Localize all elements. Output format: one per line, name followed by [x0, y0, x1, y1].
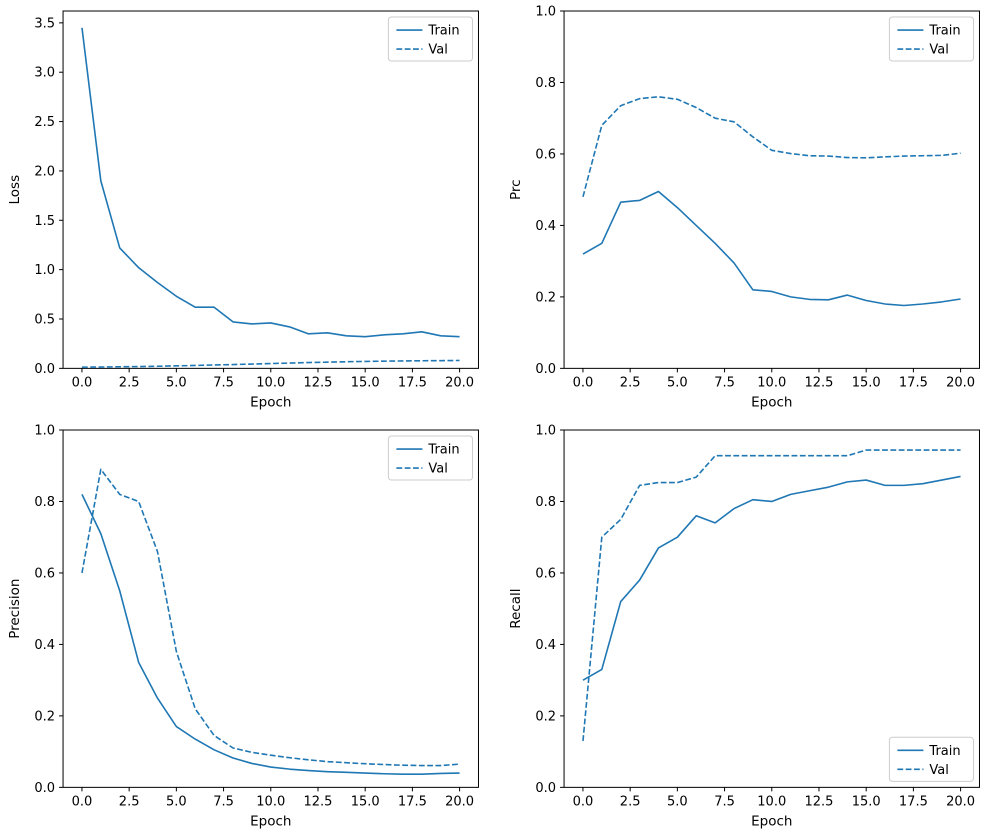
x-tick-label: 0.0 — [72, 795, 93, 810]
x-tick-label: 5.0 — [166, 795, 187, 810]
x-tick-label: 2.5 — [619, 795, 640, 810]
plot-background — [0, 419, 501, 838]
subplot-loss: 0.0 2.5 5.0 7.5 10.0 12.5 15.0 17.5 20.0 0.0 0.5 1.… — [0, 0, 501, 419]
x-tick-label: 0.0 — [572, 795, 593, 810]
x-tick-label: 20.0 — [946, 375, 975, 390]
plot-background — [0, 0, 501, 419]
legend-label-val: Val — [428, 43, 447, 58]
x-tick-label: 7.5 — [714, 375, 735, 390]
legend-label-train: Train — [427, 443, 459, 458]
x-tick-label: 20.0 — [445, 375, 474, 390]
precision-chart: 0.0 2.5 5.0 7.5 10.0 12.5 15.0 17.5 20.0 0.0 0.2 0.… — [0, 419, 501, 838]
x-tick-label: 15.0 — [851, 375, 880, 390]
y-axis-label: Prc — [508, 179, 524, 200]
x-tick-label: 7.5 — [714, 795, 735, 810]
x-tick-label: 20.0 — [946, 795, 975, 810]
y-tick-label: 0.4 — [535, 219, 556, 234]
y-tick-label: 0.0 — [535, 781, 556, 796]
legend-label-val: Val — [929, 763, 948, 778]
subplot-precision: 0.0 2.5 5.0 7.5 10.0 12.5 15.0 17.5 20.0 0.0 0.2 0.… — [0, 419, 501, 838]
y-tick-label: 0.6 — [535, 567, 556, 582]
y-tick-label: 0.2 — [535, 710, 556, 725]
y-tick-label: 2.5 — [34, 115, 55, 130]
legend-label-train: Train — [928, 24, 960, 39]
y-tick-label: 1.0 — [34, 424, 55, 439]
x-axis-label: Epoch — [250, 394, 291, 410]
x-tick-label: 15.0 — [851, 795, 880, 810]
y-tick-label: 0.8 — [34, 495, 55, 510]
y-tick-label: 0.4 — [535, 638, 556, 653]
y-tick-label: 1.0 — [34, 263, 55, 278]
x-tick-label: 17.5 — [898, 375, 927, 390]
x-tick-label: 17.5 — [398, 375, 427, 390]
y-tick-label: 0.2 — [34, 710, 55, 725]
x-tick-label: 2.5 — [619, 375, 640, 390]
legend-label-val: Val — [929, 43, 948, 58]
y-tick-label: 1.5 — [34, 214, 55, 229]
x-tick-label: 0.0 — [572, 375, 593, 390]
x-axis-label: Epoch — [250, 814, 291, 830]
x-tick-label: 10.0 — [256, 795, 285, 810]
x-tick-label: 0.0 — [72, 375, 93, 390]
y-axis-label: Precision — [7, 579, 23, 639]
y-tick-label: 0.2 — [535, 290, 556, 305]
y-tick-label: 0.4 — [34, 638, 55, 653]
x-tick-label: 12.5 — [804, 375, 833, 390]
y-tick-label: 0.0 — [535, 362, 556, 377]
y-tick-label: 0.0 — [34, 781, 55, 796]
x-tick-label: 5.0 — [667, 795, 688, 810]
x-tick-label: 5.0 — [667, 375, 688, 390]
y-tick-label: 2.0 — [34, 164, 55, 179]
y-tick-label: 0.6 — [535, 147, 556, 162]
plot-background — [501, 0, 1001, 419]
x-tick-label: 7.5 — [213, 375, 234, 390]
x-tick-label: 2.5 — [119, 375, 140, 390]
x-tick-label: 15.0 — [351, 795, 380, 810]
x-tick-label: 17.5 — [398, 795, 427, 810]
legend-label-val: Val — [428, 462, 447, 477]
x-tick-label: 7.5 — [213, 795, 234, 810]
y-tick-label: 0.5 — [34, 313, 55, 328]
x-tick-label: 15.0 — [351, 375, 380, 390]
x-axis-label: Epoch — [751, 814, 792, 830]
x-tick-label: 17.5 — [898, 795, 927, 810]
y-tick-label: 0.6 — [34, 567, 55, 582]
legend-label-train: Train — [928, 744, 960, 759]
legend-label-train: Train — [427, 24, 459, 39]
x-tick-label: 5.0 — [166, 375, 187, 390]
y-axis-label: Recall — [508, 589, 524, 629]
x-tick-label: 12.5 — [303, 375, 332, 390]
x-tick-label: 12.5 — [303, 795, 332, 810]
y-tick-label: 1.0 — [535, 5, 556, 20]
y-tick-label: 0.8 — [535, 76, 556, 91]
x-tick-label: 20.0 — [445, 795, 474, 810]
x-tick-label: 2.5 — [119, 795, 140, 810]
x-tick-label: 12.5 — [804, 795, 833, 810]
y-tick-label: 0.8 — [535, 495, 556, 510]
subplot-recall: 0.0 2.5 5.0 7.5 10.0 12.5 15.0 17.5 20.0 0.0 0.2 0.… — [501, 419, 1001, 838]
x-tick-label: 10.0 — [256, 375, 285, 390]
x-tick-label: 10.0 — [757, 375, 786, 390]
y-axis-label: Loss — [7, 175, 23, 205]
recall-chart: 0.0 2.5 5.0 7.5 10.0 12.5 15.0 17.5 20.0 0.0 0.2 0.… — [501, 419, 1001, 838]
y-tick-label: 3.5 — [34, 16, 55, 31]
y-tick-label: 0.0 — [34, 362, 55, 377]
subplot-prc: 0.0 2.5 5.0 7.5 10.0 12.5 15.0 17.5 20.0 0.0 0.2 0.… — [501, 0, 1001, 419]
y-tick-label: 3.0 — [34, 66, 55, 81]
x-tick-label: 10.0 — [757, 795, 786, 810]
loss-chart: 0.0 2.5 5.0 7.5 10.0 12.5 15.0 17.5 20.0 0.0 0.5 1.… — [0, 0, 501, 419]
prc-chart: 0.0 2.5 5.0 7.5 10.0 12.5 15.0 17.5 20.0 0.0 0.2 0.… — [501, 0, 1001, 419]
y-tick-label: 1.0 — [535, 424, 556, 439]
x-axis-label: Epoch — [751, 394, 792, 410]
